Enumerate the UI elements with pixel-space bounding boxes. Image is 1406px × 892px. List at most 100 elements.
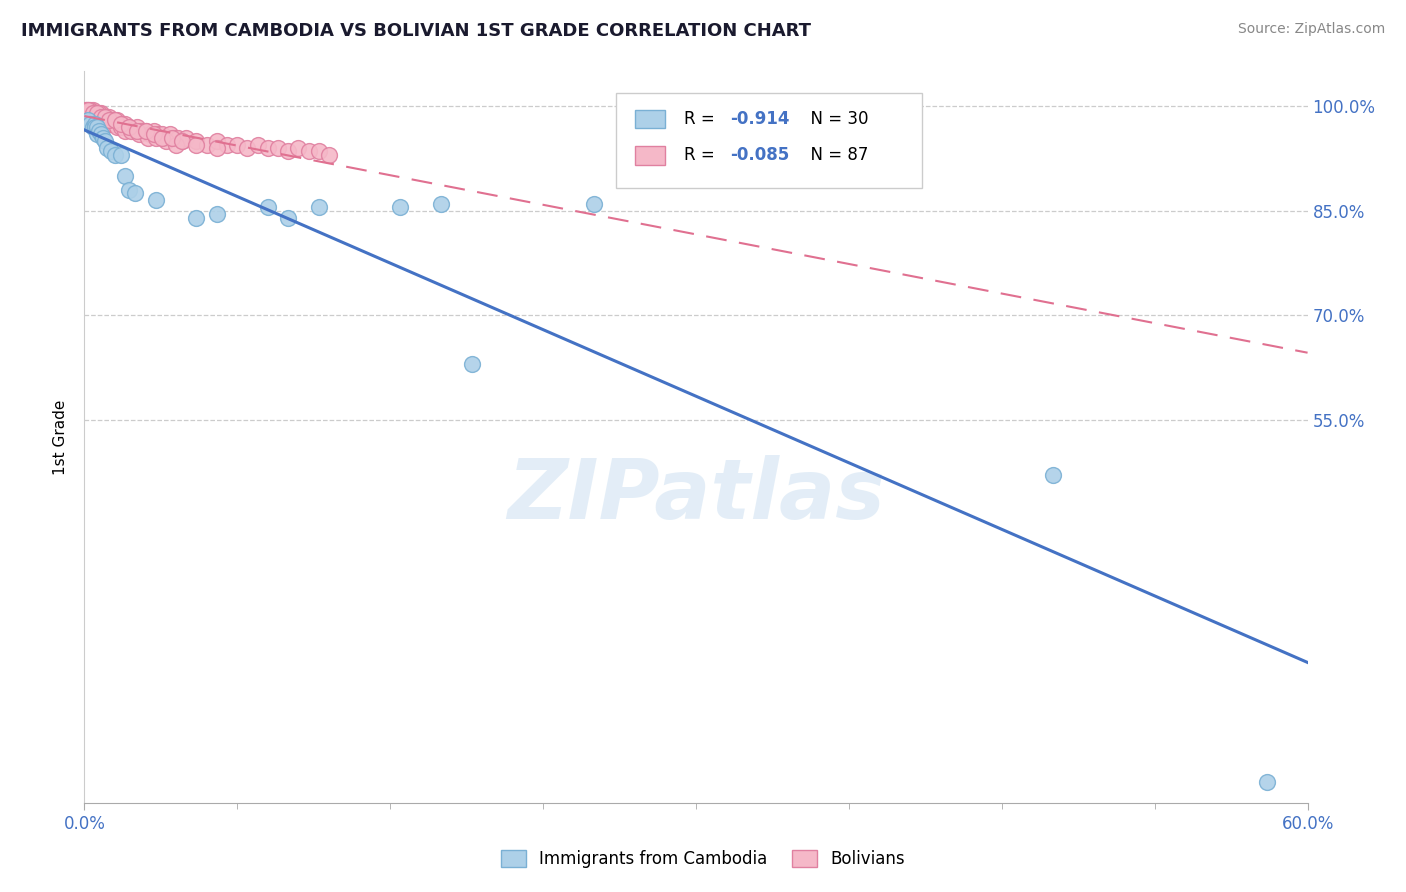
Point [257, 200, 280, 214]
Point [101, 117, 124, 131]
Point [105, 120, 128, 134]
Point [277, 211, 299, 225]
Point [430, 196, 453, 211]
Bar [636, 146, 665, 165]
Text: Source: ZipAtlas.com: Source: ZipAtlas.com [1237, 22, 1385, 37]
Point [172, 134, 194, 148]
Point [160, 130, 183, 145]
Point [90, 106, 112, 120]
Point [155, 134, 177, 148]
Point [142, 123, 165, 137]
Point [86, 106, 108, 120]
Point [110, 117, 132, 131]
Point [308, 200, 330, 214]
Point [79, 106, 101, 120]
Text: IMMIGRANTS FROM CAMBODIA VS BOLIVIAN 1ST GRADE CORRELATION CHART: IMMIGRANTS FROM CAMBODIA VS BOLIVIAN 1ST… [21, 22, 811, 40]
Point [150, 127, 173, 141]
Point [83, 106, 105, 120]
Point [82, 103, 104, 117]
Point [163, 130, 186, 145]
Point [110, 117, 132, 131]
FancyBboxPatch shape [616, 94, 922, 188]
Point [159, 127, 181, 141]
Text: R =: R = [683, 110, 720, 128]
Point [91, 110, 114, 124]
Point [150, 130, 173, 145]
Point [389, 200, 412, 214]
Point [90, 127, 112, 141]
Point [120, 123, 142, 137]
Point [93, 113, 115, 128]
Point [236, 141, 259, 155]
Point [105, 113, 128, 128]
Point [186, 137, 208, 152]
Point [101, 113, 124, 128]
Point [186, 134, 208, 148]
Point [83, 106, 105, 120]
Point [114, 123, 136, 137]
Point [104, 117, 127, 131]
Point [124, 186, 146, 201]
Point [298, 145, 321, 159]
Point [127, 123, 149, 137]
Point [267, 141, 290, 155]
Point [195, 137, 218, 152]
Point [75, 103, 97, 117]
Point [583, 196, 606, 211]
Text: N = 30: N = 30 [800, 110, 869, 128]
Point [100, 113, 122, 128]
Point [110, 148, 132, 162]
Point [246, 137, 269, 152]
Point [75, 103, 97, 117]
Point [205, 141, 228, 155]
Point [128, 127, 150, 141]
Point [114, 169, 136, 183]
Point [1042, 468, 1064, 483]
Bar [636, 110, 665, 128]
Point [138, 127, 160, 141]
Text: ZIPatlas: ZIPatlas [508, 455, 884, 536]
Point [172, 134, 194, 148]
Point [86, 120, 108, 134]
Point [136, 130, 159, 145]
Text: N = 87: N = 87 [800, 146, 869, 164]
Text: -0.914: -0.914 [730, 110, 790, 128]
Point [77, 113, 100, 128]
Point [97, 117, 120, 131]
Point [82, 106, 104, 120]
Point [83, 120, 105, 134]
Legend: Immigrants from Cambodia, Bolivians: Immigrants from Cambodia, Bolivians [494, 843, 912, 875]
Point [91, 130, 114, 145]
Point [82, 120, 104, 134]
Point [135, 123, 157, 137]
Point [83, 117, 105, 131]
Point [77, 106, 100, 120]
Point [104, 148, 127, 162]
Point [90, 110, 112, 124]
Point [287, 141, 309, 155]
Point [90, 110, 112, 124]
Point [461, 357, 484, 371]
Point [131, 123, 153, 137]
Point [114, 117, 136, 131]
Point [87, 123, 110, 137]
Point [112, 120, 135, 134]
Point [145, 130, 167, 145]
Point [277, 145, 299, 159]
Point [97, 113, 120, 128]
Point [86, 127, 108, 141]
Point [100, 145, 122, 159]
Point [96, 141, 118, 155]
Point [308, 145, 330, 159]
Point [86, 110, 108, 124]
Point [122, 123, 145, 137]
Point [186, 211, 208, 225]
Point [155, 130, 177, 145]
Point [127, 120, 149, 134]
Point [145, 193, 167, 207]
Point [174, 130, 197, 145]
Point [108, 117, 131, 131]
Point [96, 113, 118, 128]
Point [226, 137, 249, 152]
Point [82, 106, 104, 120]
